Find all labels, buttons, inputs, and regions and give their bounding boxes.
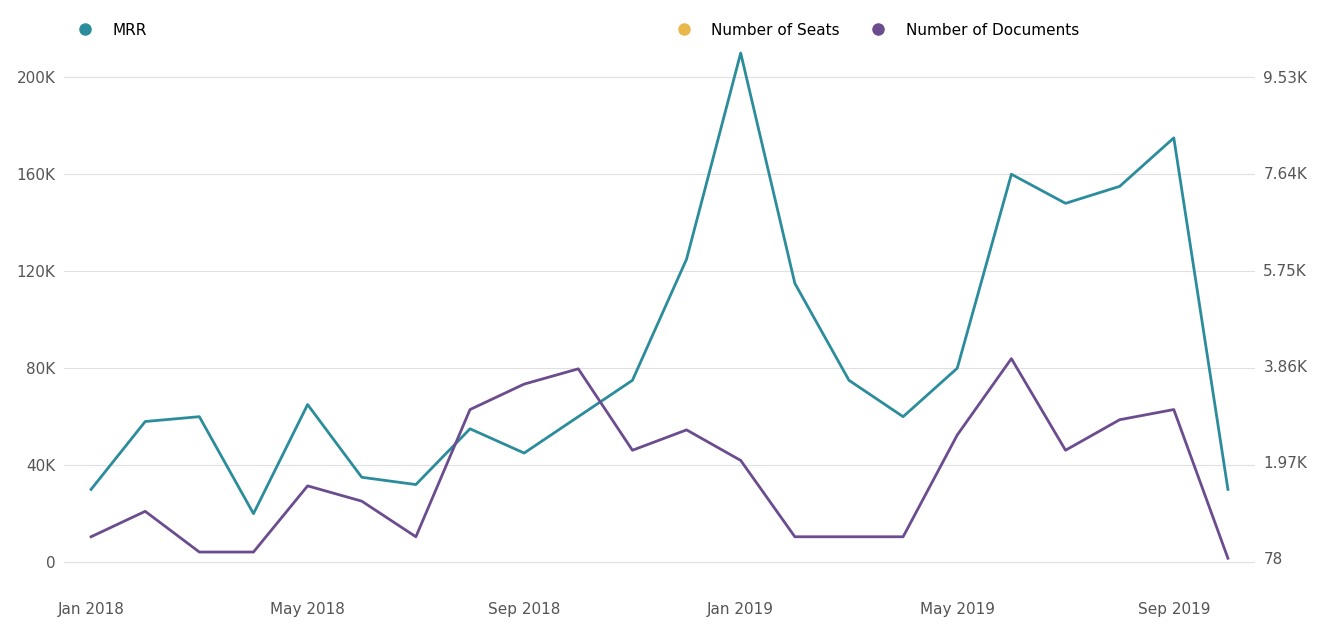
Legend: Number of Seats, Number of Documents: Number of Seats, Number of Documents <box>662 16 1086 44</box>
